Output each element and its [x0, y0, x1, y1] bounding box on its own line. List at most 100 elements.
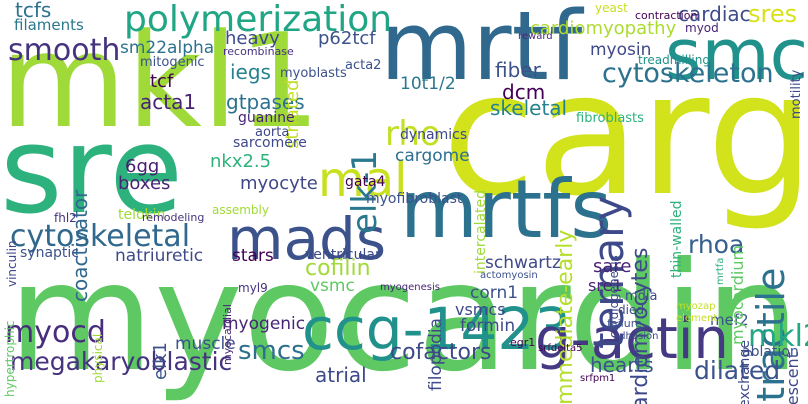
word-g-actin: g-actin: [535, 307, 729, 372]
word-vsmc: vsmc: [310, 276, 355, 296]
word-myocardin: myocardin: [8, 231, 801, 404]
word-thin-walled: thin-walled: [669, 200, 685, 279]
word-myoblasts: myoblasts: [280, 66, 347, 81]
word-reward: reward: [518, 31, 553, 42]
word-rho: rho: [385, 114, 441, 154]
word-synaptic: synaptic: [20, 245, 79, 261]
word-assembly: assembly: [212, 203, 269, 217]
word-cytoskeletal: cytoskeletal: [10, 219, 191, 254]
word-muscle: muscle: [175, 334, 236, 354]
word-smooth: smooth: [8, 33, 121, 68]
word-cardiac: cardiac: [678, 2, 751, 26]
word-adhesion: adhesion: [613, 331, 659, 342]
word-intercalated: intercalated: [473, 189, 489, 274]
word-rhoa: rhoa: [688, 230, 745, 259]
word-element: element: [676, 313, 718, 324]
word-p62tcf: p62tcf: [318, 28, 376, 49]
word-skeletal: skeletal: [490, 96, 568, 120]
word-myogenesis: myogenesis: [380, 282, 440, 293]
word-smc: smc: [665, 14, 808, 96]
word-myocardium: myocardium: [728, 244, 747, 345]
word-guanine: guanine: [238, 110, 295, 126]
word-corn1: corn1: [470, 283, 519, 303]
word-vinculin: vinculin: [5, 240, 19, 287]
word-treadmilling: treadmilling: [638, 53, 710, 67]
word-acta1: acta1: [140, 90, 197, 114]
word-myogenic: myogenic: [222, 314, 306, 334]
word-fhl2: fhl2: [54, 211, 77, 225]
word-srfpm1: srfpm1: [580, 373, 616, 384]
word-mdia: mdia: [625, 289, 658, 304]
word-cardiomyopathy: cardiomyopathy: [530, 18, 677, 39]
word-filopodia: filopodia: [426, 318, 446, 391]
word-heavy: heavy: [225, 28, 280, 49]
word-mef2: mef2: [710, 311, 749, 329]
word-hypertrophic: hypertrophic: [3, 320, 17, 397]
word-yeast: yeast: [595, 1, 628, 15]
word-myosin: myosin: [590, 40, 652, 60]
word-boxes: boxes: [118, 173, 171, 194]
word-smcs: smcs: [238, 336, 305, 366]
word-physical: physical: [91, 333, 105, 383]
word-gata4: gata4: [345, 174, 386, 190]
word-sre1: sre1: [588, 276, 623, 295]
word-sarcomere: sarcomere: [233, 135, 307, 151]
word-exchange: exchange: [737, 340, 753, 404]
word-dcm: dcm: [502, 80, 546, 104]
word-sre: sre: [0, 102, 184, 241]
word-natriuretic: natriuretic: [115, 246, 204, 266]
word-carg: carg: [442, 36, 808, 234]
word-iegs: iegs: [230, 60, 271, 84]
word-dilated: dilated: [694, 356, 781, 385]
word-motility: motility: [789, 69, 804, 119]
word-cargome: cargome: [395, 146, 470, 166]
word-cofilin: cofilin: [305, 256, 371, 281]
word-mkl1: mkl1: [0, 5, 321, 157]
word-mal: mal: [318, 152, 408, 208]
word-polymerization: polymerization: [124, 0, 393, 40]
word-myocardial: myocardial: [221, 304, 234, 365]
word-nkx25: nkx2.5: [210, 151, 272, 172]
word-6gg: 6gg: [125, 156, 160, 177]
word-tcfs: tcfs: [15, 0, 52, 22]
word-sm22alpha: sm22alpha: [120, 38, 215, 58]
word-tcf: tcf: [150, 71, 174, 92]
word-telokin: telokin: [118, 207, 166, 223]
word-ablation: ablation: [742, 344, 799, 360]
word-gtpases: gtpases: [226, 90, 305, 114]
word-myocd: myocd: [5, 315, 106, 350]
word-myofibroblast: myofibroblast: [366, 191, 463, 207]
word-acta2: acta2: [345, 58, 382, 73]
word-myozap: myozap: [676, 301, 716, 312]
word-remodeling: remodeling: [142, 211, 205, 224]
word-fibroblasts: fibroblasts: [576, 111, 644, 126]
word-failure: failure: [607, 317, 642, 330]
word-hearts: hearts: [590, 353, 654, 377]
word-atrial: atrial: [315, 363, 367, 387]
word-formin: formin: [460, 316, 516, 336]
word-contraction: contraction: [635, 9, 698, 22]
word-ccg: ccg-1423: [302, 295, 572, 363]
word-egr1: egr1: [510, 336, 536, 349]
word-recombinase: recombinase: [223, 45, 294, 58]
word-fiber: fiber: [495, 58, 541, 82]
word-mrtf: mrtf: [380, 0, 583, 102]
word-ventricular: ventricular: [305, 247, 381, 263]
word-cofactors: cofactors: [390, 340, 492, 365]
word-myocyte: myocyte: [240, 173, 318, 194]
word-died: died: [618, 303, 644, 317]
word-mkl2: mkl2: [748, 319, 808, 354]
word-elk1: elk1: [150, 342, 171, 380]
word-schwartz: schwartz: [485, 253, 561, 273]
word-10t12: 10t1/2: [400, 74, 456, 94]
word-dynamics: dynamics: [400, 127, 468, 143]
word-mads: mads: [227, 205, 387, 273]
word-aorta: aorta: [255, 125, 290, 140]
word-mrtfa: mrtfa: [715, 257, 726, 285]
word-cytoskeleton: cytoskeleton: [602, 58, 774, 89]
word-sres: sres: [748, 0, 798, 28]
word-filaments: filaments: [14, 16, 84, 34]
word-stars: stars: [232, 246, 274, 266]
word-myl9: myl9: [238, 281, 268, 295]
